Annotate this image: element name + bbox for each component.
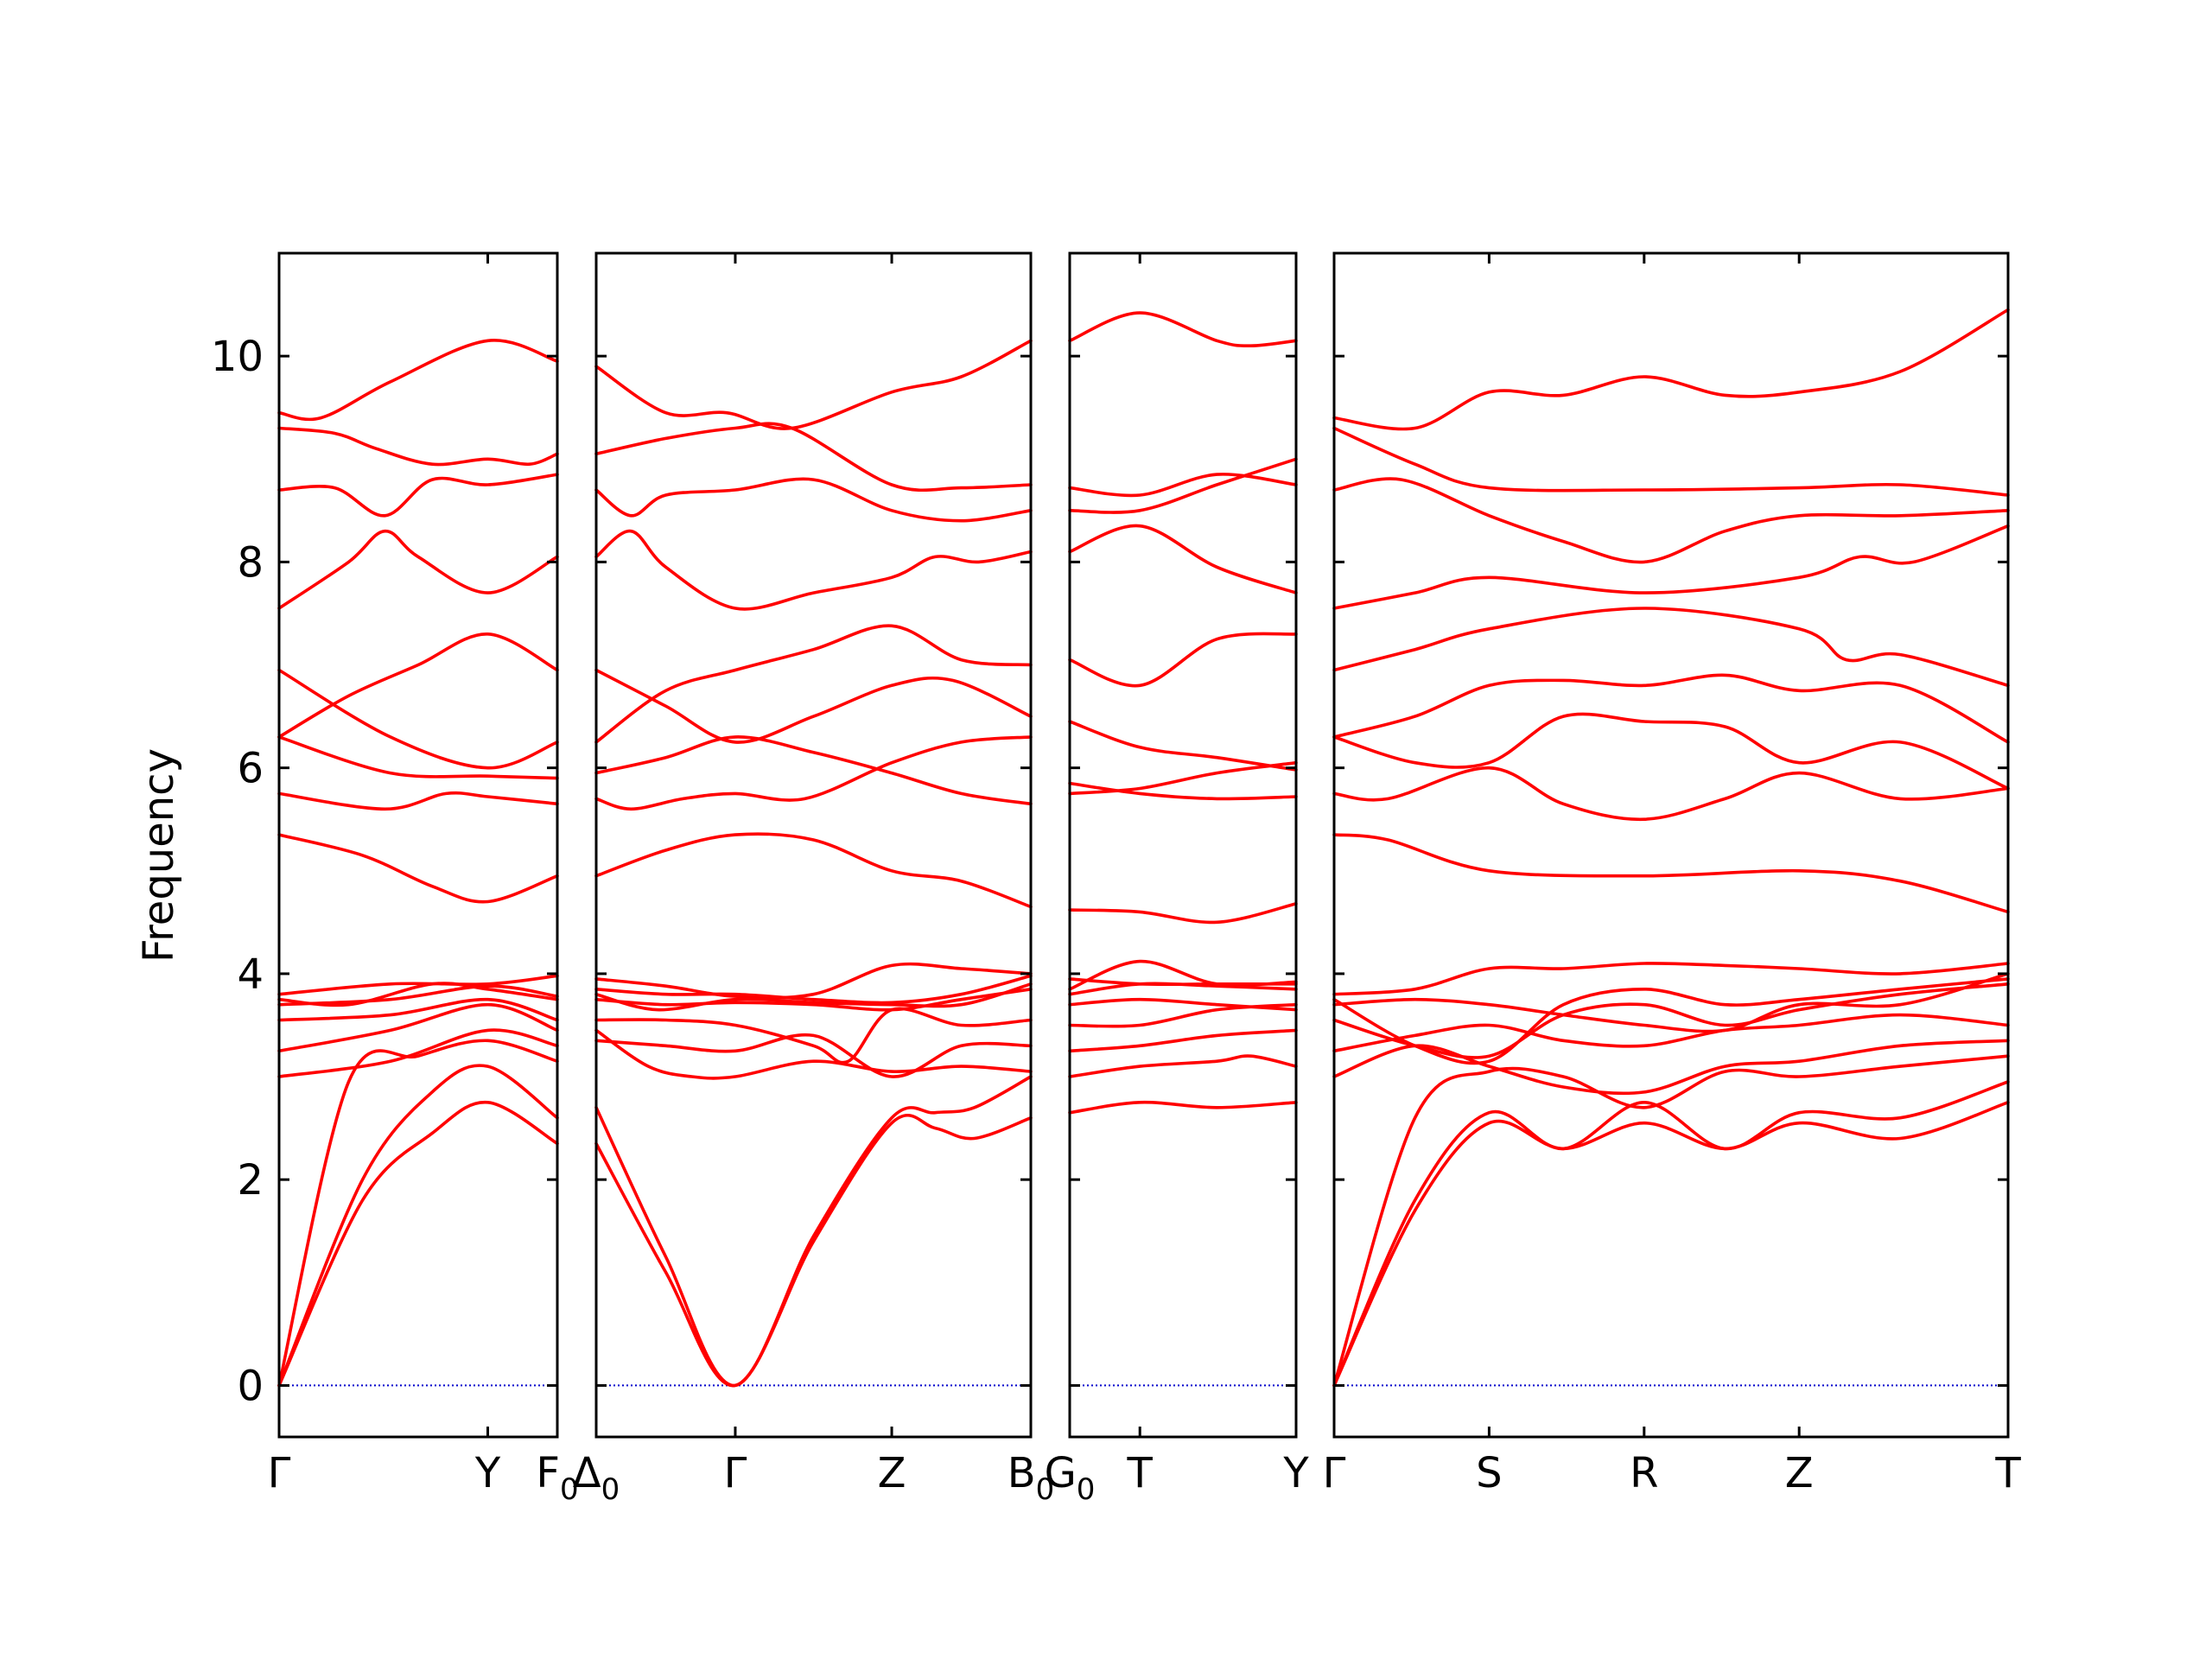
band-3 [1068,1028,1298,1053]
band-1 [277,1100,559,1388]
band-17 [277,426,559,467]
k-point-label: T [1127,1449,1154,1497]
band-7 [1332,972,2010,1033]
band-4 [277,1028,559,1078]
band-6 [277,997,559,1022]
band-11 [594,735,1033,811]
band-2 [1332,1080,2010,1388]
y-tick-label: 0 [237,1362,264,1410]
band-18 [594,339,1033,430]
band-12 [1068,760,1298,796]
band-10 [594,832,1033,909]
k-point-label: Γ [724,1449,747,1497]
band-13 [1332,673,2010,744]
band-4 [594,1033,1033,1078]
band-1 [1332,1101,2010,1388]
band-9 [1068,902,1298,925]
band-12 [594,735,1033,806]
band-6 [594,988,1033,1012]
band-5 [1332,1013,2010,1053]
panel-2: Δ0 Γ Z B0 [573,251,1055,1507]
band-13 [594,624,1033,744]
band-18 [1332,308,2010,431]
panel-frame [1068,251,1298,1439]
k-point-label: T [1994,1449,2021,1497]
panel-frame [277,251,559,1439]
k-point-label: Γ [1323,1449,1346,1497]
band-10 [1332,833,2010,914]
band-8 [1332,977,2010,1065]
y-axis-title: Frequency [135,748,183,963]
band-14 [1068,524,1298,594]
band-5 [594,1007,1033,1065]
y-tick-label: 8 [237,538,264,587]
y-tick-label: 10 [211,333,264,381]
band-7 [594,982,1033,1012]
band-15 [277,529,559,610]
band-15 [1332,524,2010,610]
band-14 [594,668,1033,744]
band-11 [1068,720,1298,772]
k-point-label: Z [1785,1449,1814,1497]
band-15 [594,529,1033,611]
band-3 [1332,1054,2010,1388]
k-point-label: R [1630,1449,1658,1497]
k-point-label: F0 [536,1449,578,1507]
band-5 [1068,997,1298,1012]
band-2 [277,1064,559,1388]
panel-1: 0 2 4 6 8 10 Γ Y F0 [211,251,579,1507]
band-13 [277,668,559,770]
k-point-label: G0 [1045,1449,1096,1507]
band-16 [1068,473,1298,498]
band-1 [594,1114,1033,1388]
band-17 [1332,426,2010,497]
y-tick-label: 2 [237,1156,264,1205]
k-point-label: Γ [268,1449,291,1497]
band-10 [277,833,559,904]
band-17 [1068,311,1298,348]
band-16 [594,477,1033,523]
band-3 [277,1039,559,1388]
k-point-label: Δ0 [573,1449,620,1507]
k-point-label: B0 [1007,1449,1055,1507]
band-11 [1332,766,2010,822]
band-1 [1068,1100,1298,1115]
y-tick-label: 4 [237,950,264,999]
k-point-label: Y [1282,1449,1309,1497]
band-14 [1332,607,2010,688]
k-point-label: Y [474,1449,501,1497]
band-2 [1068,1054,1298,1078]
band-18 [277,339,559,422]
band-6 [1332,982,2010,1059]
band-2 [594,1075,1033,1388]
band-14 [277,632,559,739]
band-13 [1068,632,1298,688]
band-4 [1332,1039,2010,1096]
band-9 [1332,962,2010,996]
panel-frame [594,251,1033,1439]
band-8 [594,974,1033,1005]
band-5 [277,1002,559,1053]
panel-3: G0 T Y [1045,251,1309,1507]
band-15 [1068,457,1298,514]
k-point-label: Z [878,1449,906,1497]
panel-frame [1332,251,2010,1439]
band-16 [1332,477,2010,564]
k-point-label: S [1476,1449,1502,1497]
band-11 [277,791,559,811]
band-12 [277,735,559,780]
band-8 [1068,959,1298,991]
band-9 [594,962,1033,1000]
band-12 [1332,712,2010,791]
band-16 [277,473,559,518]
y-tick-label: 6 [237,745,264,793]
band-9 [277,974,559,996]
band-10 [1068,781,1298,801]
band-3 [594,1028,1033,1080]
